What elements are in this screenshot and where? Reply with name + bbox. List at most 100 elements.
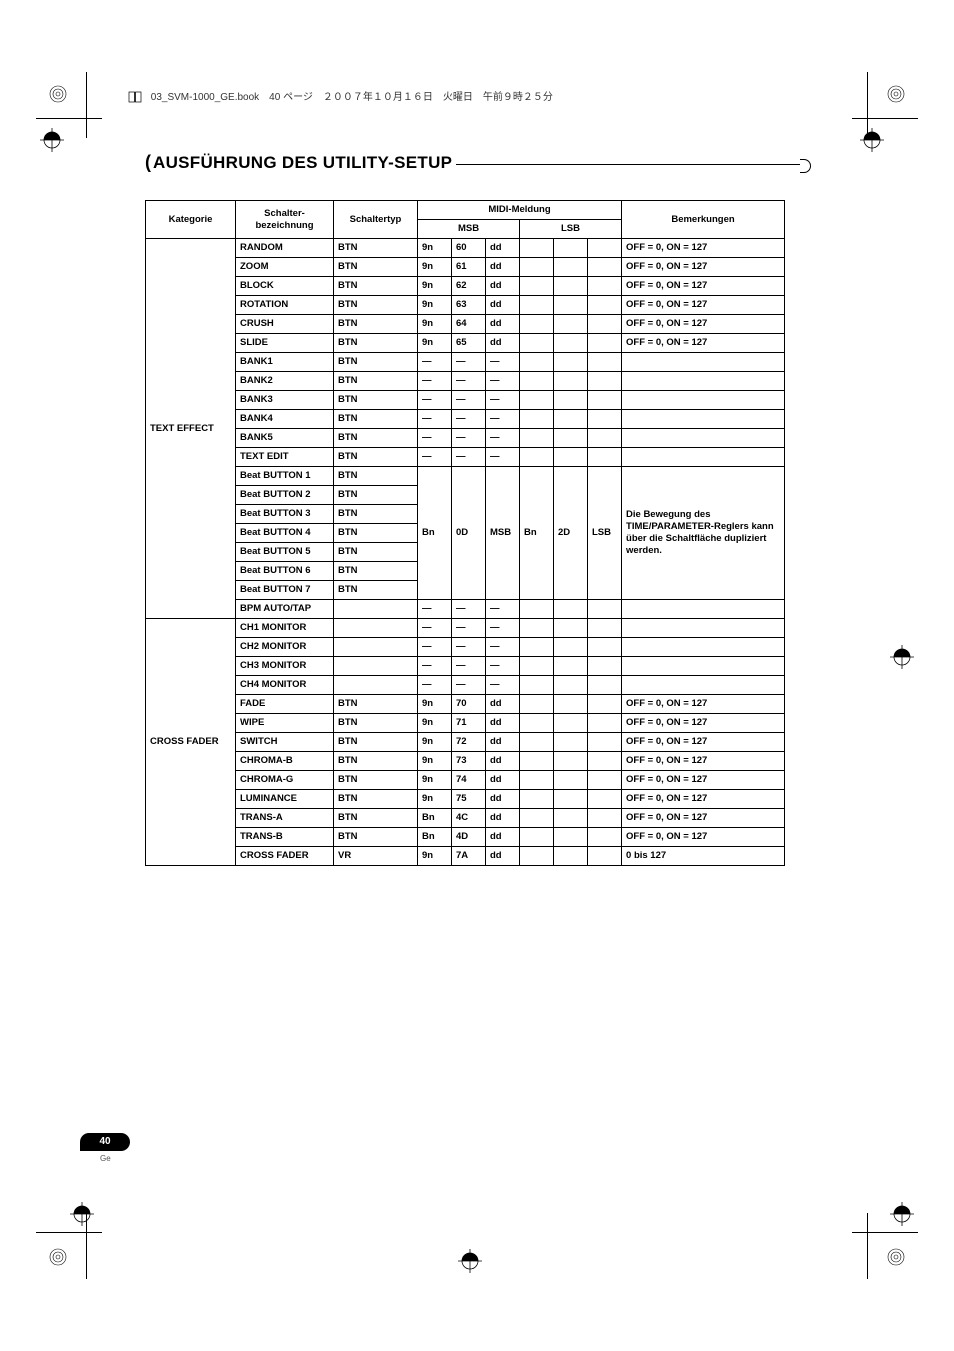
table-row: CH4 MONITOR——— (146, 676, 785, 695)
table-cell: 72 (452, 733, 486, 752)
table-cell (588, 657, 622, 676)
table-cell (554, 847, 588, 866)
table-cell: 9n (418, 714, 452, 733)
table-cell (520, 619, 554, 638)
table-cell: Beat BUTTON 6 (236, 562, 334, 581)
table-cell: BTN (334, 714, 418, 733)
table-cell (554, 391, 588, 410)
table-cell (520, 372, 554, 391)
table-cell: 61 (452, 258, 486, 277)
table-cell: dd (486, 315, 520, 334)
table-cell: BTN (334, 695, 418, 714)
table-cell: dd (486, 828, 520, 847)
table-row: BANK2BTN——— (146, 372, 785, 391)
table-cell: MSB (486, 467, 520, 600)
table-cell (554, 353, 588, 372)
table-cell: BTN (334, 429, 418, 448)
table-cell (554, 410, 588, 429)
table-row: BANK5BTN——— (146, 429, 785, 448)
crop-line (852, 118, 918, 119)
table-cell (520, 790, 554, 809)
table-cell: — (418, 429, 452, 448)
table-cell (520, 353, 554, 372)
table-row: CHROMA-GBTN9n74ddOFF = 0, ON = 127 (146, 771, 785, 790)
table-cell: BANK2 (236, 372, 334, 391)
table-cell: 9n (418, 258, 452, 277)
table-cell (554, 676, 588, 695)
table-cell (520, 809, 554, 828)
table-cell: BTN (334, 391, 418, 410)
crop-line (86, 1213, 87, 1279)
table-cell (588, 353, 622, 372)
table-cell (520, 847, 554, 866)
table-cell: 70 (452, 695, 486, 714)
table-cell: — (486, 600, 520, 619)
table-cell: 74 (452, 771, 486, 790)
table-row: BANK3BTN——— (146, 391, 785, 410)
table-row: TRANS-BBTNBn4DddOFF = 0, ON = 127 (146, 828, 785, 847)
table-cell: TEXT EDIT (236, 448, 334, 467)
table-row: SWITCHBTN9n72ddOFF = 0, ON = 127 (146, 733, 785, 752)
table-cell: 9n (418, 239, 452, 258)
table-cell: BTN (334, 505, 418, 524)
table-cell (588, 695, 622, 714)
table-cell: BTN (334, 486, 418, 505)
table-cell: dd (486, 752, 520, 771)
table-cell (588, 429, 622, 448)
book-icon (128, 90, 142, 104)
crop-dot-icon (48, 84, 68, 104)
table-cell (554, 372, 588, 391)
table-cell: 75 (452, 790, 486, 809)
section-title: AUSFÜHRUNG DES UTILITY-SETUP (153, 153, 452, 173)
table-cell: OFF = 0, ON = 127 (622, 239, 785, 258)
table-cell: 9n (418, 790, 452, 809)
table-cell: 9n (418, 752, 452, 771)
table-cell: TRANS-A (236, 809, 334, 828)
table-cell: 2D (554, 467, 588, 600)
table-header: Kategorie Schalter- bezeichnung Schalter… (146, 201, 785, 239)
table-cell: BTN (334, 277, 418, 296)
table-cell: OFF = 0, ON = 127 (622, 315, 785, 334)
table-cell: dd (486, 714, 520, 733)
table-cell (554, 809, 588, 828)
table-cell: BLOCK (236, 277, 334, 296)
table-row: TEXT EFFECTRANDOMBTN9n60ddOFF = 0, ON = … (146, 239, 785, 258)
crop-dot-icon (886, 84, 906, 104)
table-cell (520, 277, 554, 296)
table-cell: BTN (334, 296, 418, 315)
table-cell: — (486, 391, 520, 410)
table-cell: dd (486, 239, 520, 258)
table-cell: Die Bewegung des TIME/PARAMETER-Reglers … (622, 467, 785, 600)
category-cell: CROSS FADER (146, 619, 236, 866)
table-cell (588, 296, 622, 315)
page: 03_SVM-1000_GE.book 40 ページ ２００７年１０月１６日 火… (0, 0, 954, 1351)
crop-line (86, 72, 87, 138)
table-cell: OFF = 0, ON = 127 (622, 334, 785, 353)
book-header-text: 03_SVM-1000_GE.book 40 ページ ２００７年１０月１６日 火… (151, 92, 553, 103)
table-row: Beat BUTTON 1BTNBn0DMSBBn2DLSBDie Bewegu… (146, 467, 785, 486)
crop-dot-icon (886, 1247, 906, 1267)
table-cell: — (452, 410, 486, 429)
table-cell: — (418, 372, 452, 391)
table-cell: — (418, 600, 452, 619)
table-cell: 71 (452, 714, 486, 733)
table-cell: 62 (452, 277, 486, 296)
book-header: 03_SVM-1000_GE.book 40 ページ ２００７年１０月１６日 火… (128, 88, 553, 104)
table-cell: 9n (418, 277, 452, 296)
table-cell (554, 619, 588, 638)
table-cell: OFF = 0, ON = 127 (622, 828, 785, 847)
table-cell: — (486, 353, 520, 372)
table-cell: CH2 MONITOR (236, 638, 334, 657)
table-cell: BTN (334, 809, 418, 828)
table-cell: — (486, 657, 520, 676)
table-cell: — (486, 638, 520, 657)
crop-line (36, 1232, 102, 1233)
table-cell: OFF = 0, ON = 127 (622, 771, 785, 790)
table-cell: Bn (418, 467, 452, 600)
table-cell: — (452, 353, 486, 372)
registration-mark-icon (890, 1202, 914, 1226)
table-cell: 73 (452, 752, 486, 771)
table-cell: SWITCH (236, 733, 334, 752)
table-cell: Beat BUTTON 3 (236, 505, 334, 524)
table-cell: dd (486, 258, 520, 277)
